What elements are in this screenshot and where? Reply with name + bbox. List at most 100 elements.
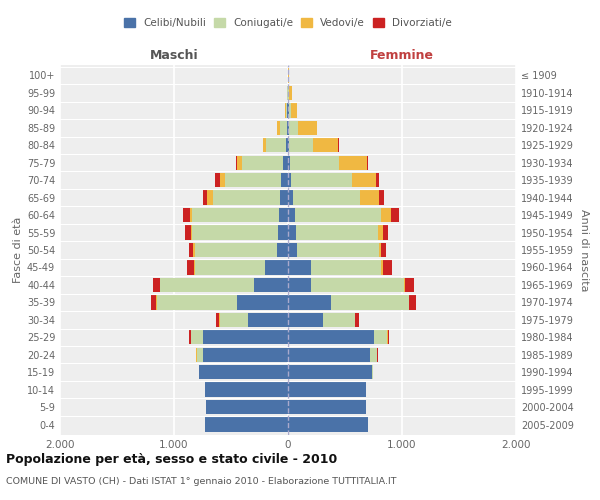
Bar	[288, 295, 331, 310]
Bar	[160, 278, 254, 292]
Text: COMUNE DI VASTO (CH) - Dati ISTAT 1° gennaio 2010 - Elaborazione TUTTITALIA.IT: COMUNE DI VASTO (CH) - Dati ISTAT 1° gen…	[6, 478, 397, 486]
Text: Maschi: Maschi	[149, 48, 199, 62]
Bar	[187, 260, 194, 274]
Bar	[288, 226, 296, 239]
Bar	[288, 173, 292, 188]
Bar	[236, 295, 288, 310]
Bar	[207, 190, 213, 205]
Bar	[206, 400, 288, 414]
Bar	[205, 382, 288, 397]
Bar	[331, 295, 409, 310]
Bar	[254, 278, 288, 292]
Bar	[277, 120, 280, 135]
Bar	[194, 243, 277, 257]
Bar	[191, 330, 203, 344]
Bar	[193, 243, 194, 257]
Bar	[213, 190, 280, 205]
Bar	[355, 312, 359, 327]
Bar	[367, 156, 368, 170]
Legend: Celibi/Nubili, Coniugati/e, Vedovi/e, Divorziati/e: Celibi/Nubili, Coniugati/e, Vedovi/e, Di…	[124, 18, 452, 28]
Bar	[203, 348, 288, 362]
Bar	[289, 103, 291, 118]
Bar	[383, 226, 388, 239]
Bar	[288, 365, 373, 380]
Bar	[379, 190, 384, 205]
Bar	[286, 138, 288, 152]
Text: Popolazione per età, sesso e stato civile - 2010: Popolazione per età, sesso e stato civil…	[6, 452, 337, 466]
Bar	[191, 226, 192, 239]
Bar	[192, 208, 279, 222]
Bar	[288, 418, 368, 432]
Bar	[237, 156, 242, 170]
Bar	[383, 260, 392, 274]
Bar	[290, 156, 340, 170]
Bar	[378, 226, 383, 239]
Bar	[288, 208, 295, 222]
Bar	[297, 243, 379, 257]
Bar	[340, 156, 367, 170]
Bar	[220, 312, 248, 327]
Bar	[183, 208, 190, 222]
Bar	[194, 260, 265, 274]
Bar	[153, 278, 160, 292]
Bar	[287, 120, 288, 135]
Bar	[293, 190, 360, 205]
Bar	[157, 295, 236, 310]
Bar	[288, 156, 290, 170]
Bar	[242, 156, 283, 170]
Bar	[216, 312, 220, 327]
Bar	[382, 260, 383, 274]
Bar	[296, 226, 378, 239]
Text: Femmine: Femmine	[370, 48, 434, 62]
Bar	[205, 418, 288, 432]
Bar	[288, 190, 293, 205]
Bar	[248, 312, 288, 327]
Bar	[370, 348, 377, 362]
Bar	[281, 173, 288, 188]
Bar	[323, 312, 355, 327]
Bar	[405, 278, 414, 292]
Bar	[382, 208, 391, 222]
Bar	[185, 226, 191, 239]
Bar	[379, 243, 382, 257]
Bar	[288, 382, 365, 397]
Bar	[376, 173, 379, 188]
Bar	[289, 86, 292, 100]
Bar	[278, 226, 288, 239]
Bar	[352, 173, 376, 188]
Bar	[189, 243, 193, 257]
Bar	[203, 190, 207, 205]
Bar	[190, 208, 192, 222]
Bar	[277, 243, 288, 257]
Bar	[311, 260, 382, 274]
Bar	[288, 348, 370, 362]
Bar	[279, 208, 288, 222]
Bar	[373, 330, 387, 344]
Bar	[388, 330, 389, 344]
Bar	[190, 330, 191, 344]
Bar	[266, 138, 286, 152]
Bar	[199, 365, 288, 380]
Bar	[203, 330, 288, 344]
Y-axis label: Fasce di età: Fasce di età	[13, 217, 23, 283]
Bar	[391, 208, 398, 222]
Bar	[215, 173, 220, 188]
Bar	[263, 138, 266, 152]
Bar	[151, 295, 157, 310]
Bar	[280, 190, 288, 205]
Bar	[291, 103, 296, 118]
Bar	[288, 312, 323, 327]
Bar	[292, 173, 352, 188]
Bar	[226, 173, 281, 188]
Bar	[289, 138, 313, 152]
Bar	[409, 295, 416, 310]
Bar	[280, 120, 287, 135]
Bar	[298, 120, 317, 135]
Bar	[265, 260, 288, 274]
Bar	[288, 400, 365, 414]
Bar	[286, 103, 287, 118]
Bar	[220, 173, 226, 188]
Bar	[192, 226, 278, 239]
Bar	[288, 86, 289, 100]
Bar	[288, 330, 373, 344]
